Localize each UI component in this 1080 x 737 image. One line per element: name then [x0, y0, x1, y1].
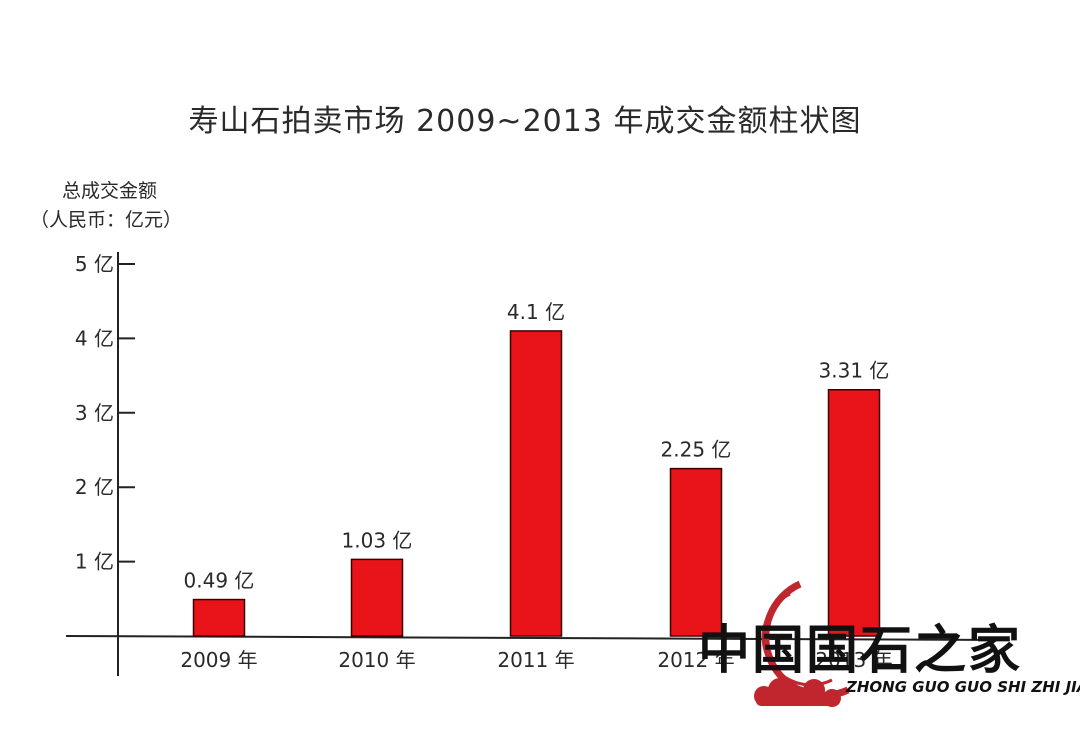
x-category-label: 2011 年	[497, 648, 574, 672]
data-label: 3.31 亿	[819, 359, 890, 383]
watermark-logo	[754, 580, 850, 707]
watermark-title: 中国国石之家	[698, 620, 1023, 681]
x-category-label: 2009 年	[180, 648, 257, 672]
bar	[669, 467, 723, 637]
watermark-pinyin: ZHONG GUO GUO SHI ZHI JIA	[846, 678, 1080, 696]
bar	[350, 558, 404, 637]
cloud-ornament	[754, 678, 841, 707]
y-tick-label: 1 亿	[75, 550, 114, 574]
x-category-label: 2012 年	[657, 648, 734, 672]
data-label: 2.25 亿	[661, 438, 732, 462]
y-axis-unit-label: （人民币：亿元）	[30, 209, 183, 231]
data-label: 4.1 亿	[507, 300, 565, 324]
bar	[192, 598, 246, 637]
y-tick-label: 5 亿	[75, 252, 114, 276]
chart-title: 寿山石拍卖市场 2009~2013 年成交金额柱状图	[188, 104, 862, 139]
y-tick-label: 2 亿	[75, 475, 114, 499]
bar	[509, 330, 563, 637]
y-axis-label: 总成交金额	[62, 180, 158, 202]
x-category-label: 2010 年	[338, 648, 415, 672]
x-category-label: 2013 年	[815, 648, 892, 672]
bar	[827, 388, 881, 637]
y-tick-label: 4 亿	[75, 326, 114, 350]
data-label: 0.49 亿	[184, 569, 255, 593]
data-label: 1.03 亿	[342, 528, 413, 552]
y-tick-label: 3 亿	[75, 401, 114, 425]
